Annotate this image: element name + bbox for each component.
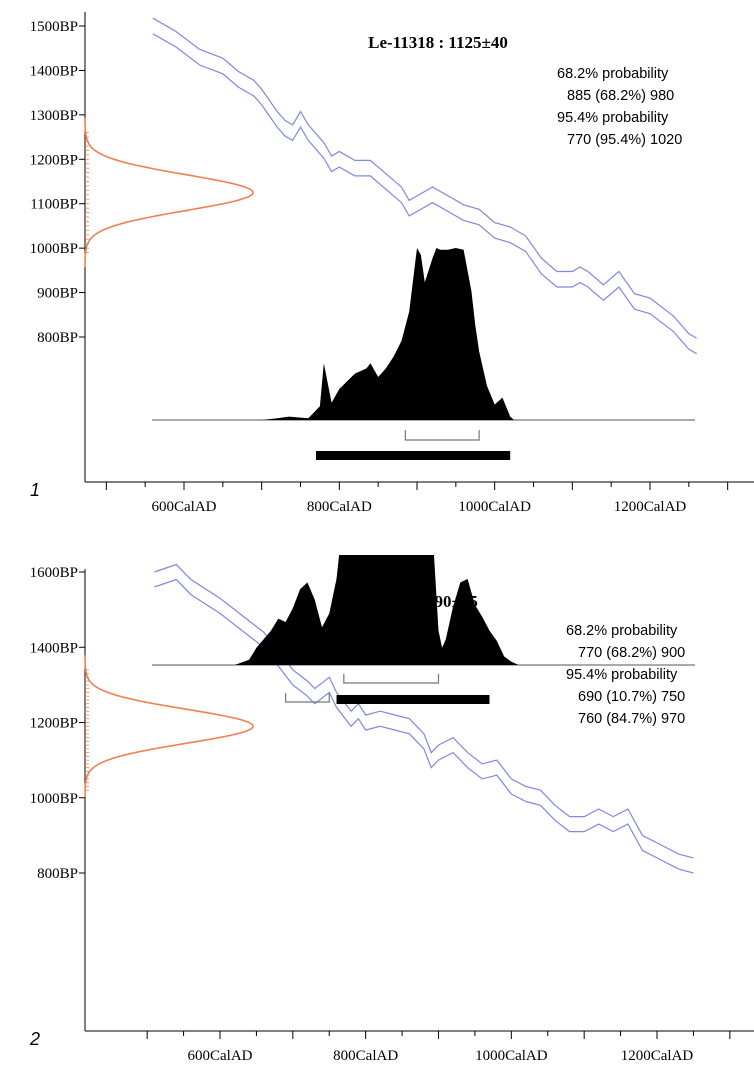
y-tick-label: 1400BP bbox=[30, 63, 78, 79]
y-tick-label: 1100BP bbox=[30, 197, 78, 213]
y-tick-label: 800BP bbox=[37, 866, 78, 882]
chart-frame bbox=[84, 569, 754, 1032]
x-tick-label: 800CalAD bbox=[333, 1048, 398, 1064]
range-68-bracket bbox=[404, 430, 480, 441]
range-68-brackets bbox=[404, 430, 480, 441]
calibrated-distribution bbox=[234, 555, 526, 665]
calibration-chart-2: 1600BP 1400BP 1200BP 1000BP 800BP 600CalAD 80… bbox=[29, 555, 754, 1064]
prob-line-4: 770 (95.4%) 1020 bbox=[567, 132, 682, 148]
calibration-curve-lower bbox=[154, 578, 694, 874]
calibrated-distribution bbox=[246, 248, 515, 420]
y-tick-label: 800BP bbox=[37, 330, 78, 346]
y-tick-label: 1000BP bbox=[30, 241, 78, 257]
panel-number: 2 bbox=[29, 1029, 40, 1049]
y-tick-label: 1600BP bbox=[30, 565, 78, 581]
range-95-bracket bbox=[284, 693, 330, 703]
y-tick-label: 1200BP bbox=[30, 716, 78, 732]
x-tick-label: 1000CalAD bbox=[458, 499, 531, 515]
chart-title: Le-11318 : 1125±40 bbox=[368, 33, 508, 52]
prob-line-3: 95.4% probability bbox=[557, 110, 669, 126]
x-axis-ticks: 600CalAD 800CalAD 1000CalAD 1200CalAD bbox=[105, 482, 729, 515]
x-tick-label: 600CalAD bbox=[188, 1048, 253, 1064]
x-tick-label: 1000CalAD bbox=[475, 1048, 548, 1064]
calibration-chart-1: 1500BP 1400BP 1300BP 1200BP 1100BP 1000BP 900B… bbox=[30, 12, 754, 515]
y-axis-ticks: 1500BP 1400BP 1300BP 1200BP 1100BP 1000BP 900B… bbox=[30, 19, 85, 346]
prob-line-1: 68.2% probability bbox=[557, 66, 669, 82]
prob-line-4: 690 (10.7%) 750 bbox=[578, 689, 685, 705]
chart-title: Le-11319 : 1190±45 bbox=[338, 592, 478, 611]
prob-line-2: 770 (68.2%) 900 bbox=[578, 645, 685, 661]
y-axis-ticks: 1600BP 1400BP 1200BP 1000BP 800BP bbox=[30, 565, 85, 882]
prob-line-5: 760 (84.7%) 970 bbox=[578, 711, 685, 727]
x-axis-ticks: 600CalAD 800CalAD 1000CalAD 1200CalAD bbox=[146, 1031, 731, 1064]
range-95-bar bbox=[336, 695, 490, 704]
range-95-bars bbox=[284, 693, 490, 704]
measurement-distribution-curve bbox=[84, 655, 254, 798]
prob-line-1: 68.2% probability bbox=[566, 623, 678, 639]
probability-summary: 68.2% probability 885 (68.2%) 980 95.4% … bbox=[557, 66, 682, 148]
x-tick-label: 1200CalAD bbox=[621, 1048, 694, 1064]
range-95-bar bbox=[316, 451, 511, 460]
y-tick-label: 1200BP bbox=[30, 152, 78, 168]
calibration-curve-lower bbox=[152, 33, 697, 355]
range-68-bracket bbox=[343, 674, 440, 684]
y-tick-label: 1000BP bbox=[30, 791, 78, 807]
x-tick-label: 800CalAD bbox=[307, 499, 372, 515]
y-tick-label: 900BP bbox=[37, 286, 78, 302]
range-68-brackets bbox=[343, 674, 440, 684]
x-tick-label: 1200CalAD bbox=[614, 499, 687, 515]
y-tick-label: 1400BP bbox=[30, 640, 78, 656]
x-tick-label: 600CalAD bbox=[152, 499, 217, 515]
chart-frame bbox=[84, 12, 754, 483]
calibration-curve bbox=[152, 17, 697, 355]
panel-number: 1 bbox=[30, 480, 40, 500]
y-tick-label: 1300BP bbox=[30, 108, 78, 124]
probability-summary: 68.2% probability 770 (68.2%) 900 95.4% … bbox=[566, 623, 685, 727]
measurement-distribution-curve bbox=[84, 118, 254, 268]
calibration-curve-upper bbox=[152, 17, 697, 339]
bp-minor-ticks bbox=[85, 132, 89, 253]
range-95-bars bbox=[316, 451, 511, 460]
y-tick-label: 1500BP bbox=[30, 19, 78, 35]
prob-line-3: 95.4% probability bbox=[566, 667, 678, 683]
prob-line-2: 885 (68.2%) 980 bbox=[567, 88, 674, 104]
